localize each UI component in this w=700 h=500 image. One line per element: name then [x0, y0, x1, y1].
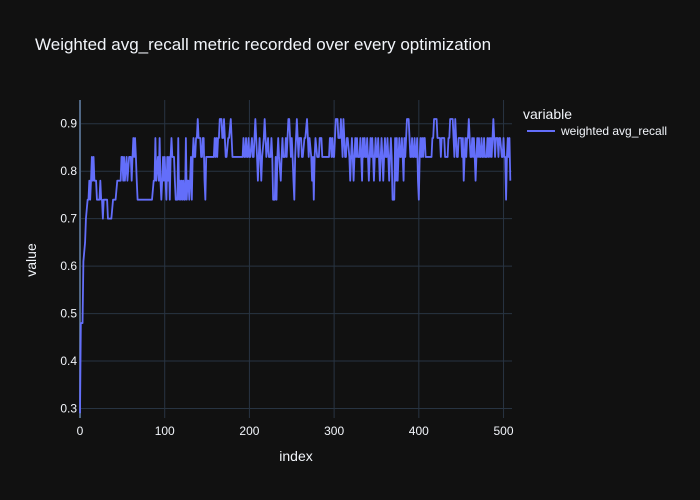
y-tick-label: 0.4	[60, 354, 77, 368]
x-tick-label: 100	[155, 424, 175, 438]
x-tick-label: 0	[77, 424, 84, 438]
x-axis-label: index	[279, 448, 312, 464]
y-tick-label: 0.5	[60, 307, 77, 321]
x-tick-label: 400	[409, 424, 429, 438]
series-layer	[79, 118, 512, 414]
x-tick-label: 500	[494, 424, 514, 438]
legend: variable weighted avg_recall	[523, 106, 667, 138]
legend-title: variable	[523, 106, 572, 122]
y-tick-label: 0.7	[60, 212, 77, 226]
axis-layer: 0 100 200 300 400 500 0.3 0.4 0.5 0.6 0.7 0.8 0.9	[60, 117, 514, 438]
x-tick-label: 300	[324, 424, 344, 438]
y-tick-label: 0.9	[60, 117, 77, 131]
legend-label[interactable]: weighted avg_recall	[560, 124, 667, 138]
y-tick-label: 0.6	[60, 259, 77, 273]
series-line	[79, 118, 512, 414]
y-tick-label: 0.3	[60, 402, 77, 416]
y-axis-label: value	[23, 243, 39, 277]
y-tick-label: 0.8	[60, 164, 77, 178]
chart-title: Weighted avg_recall metric recorded over…	[35, 35, 491, 54]
x-tick-label: 200	[239, 424, 259, 438]
